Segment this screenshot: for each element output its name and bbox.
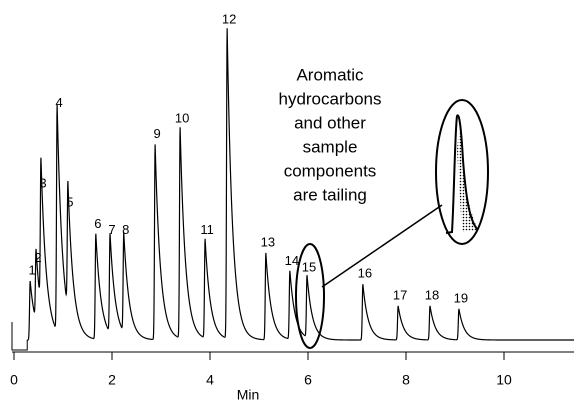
peak-label: 1	[29, 263, 36, 278]
peak-label: 12	[222, 11, 236, 26]
peak	[120, 232, 153, 341]
peak	[106, 233, 122, 330]
peak-label: 3	[39, 176, 46, 191]
peak-label: 7	[108, 222, 115, 237]
peak	[152, 144, 178, 341]
peak-label: 15	[302, 259, 316, 274]
x-axis-label: Min	[237, 387, 260, 402]
annotation-line: and other	[294, 113, 366, 132]
annotation-line: sample	[303, 137, 358, 156]
peak-label: 5	[66, 194, 73, 209]
zoom-ellipse	[435, 99, 489, 245]
peak	[262, 252, 288, 341]
annotation-line: components	[284, 161, 377, 180]
peak	[427, 305, 456, 341]
peak-label: 8	[122, 222, 129, 237]
peak-label: 4	[56, 95, 63, 110]
highlight-ellipse	[295, 243, 325, 349]
annotation-line: Aromatic	[296, 65, 364, 84]
baseline-start	[11, 322, 28, 351]
peak	[37, 157, 55, 325]
x-tick-label: 2	[108, 372, 116, 388]
x-tick-label: 0	[10, 372, 18, 388]
peak	[53, 104, 66, 327]
peak-label: 14	[285, 253, 299, 268]
peak-label: 16	[358, 266, 372, 281]
tail-shading	[457, 131, 478, 232]
peak	[92, 233, 108, 340]
peak	[395, 305, 428, 341]
peak	[223, 28, 263, 341]
peak	[176, 127, 203, 338]
peak-label: 10	[175, 111, 189, 126]
callout-line	[321, 204, 443, 288]
x-tick-label: 4	[206, 372, 214, 388]
peak	[455, 308, 574, 341]
x-tick-label: 10	[496, 372, 512, 388]
peak	[286, 270, 305, 340]
peak	[64, 181, 93, 340]
peak	[201, 238, 225, 338]
peak-label: 18	[425, 287, 439, 302]
peak	[32, 248, 39, 313]
annotation-line: are tailing	[293, 185, 367, 204]
peak	[303, 275, 360, 341]
peak	[359, 284, 396, 341]
peak-label: 11	[200, 222, 214, 237]
peak-label: 19	[454, 290, 468, 305]
x-tick-label: 6	[304, 372, 312, 388]
peak	[27, 281, 34, 341]
peak-label: 6	[94, 216, 101, 231]
peak-label: 2	[34, 250, 41, 265]
peak-label: 17	[393, 287, 407, 302]
x-tick-label: 8	[402, 372, 410, 388]
peak-label: 13	[261, 235, 275, 250]
peak-label: 9	[154, 126, 161, 141]
annotation-line: hydrocarbons	[278, 89, 381, 108]
